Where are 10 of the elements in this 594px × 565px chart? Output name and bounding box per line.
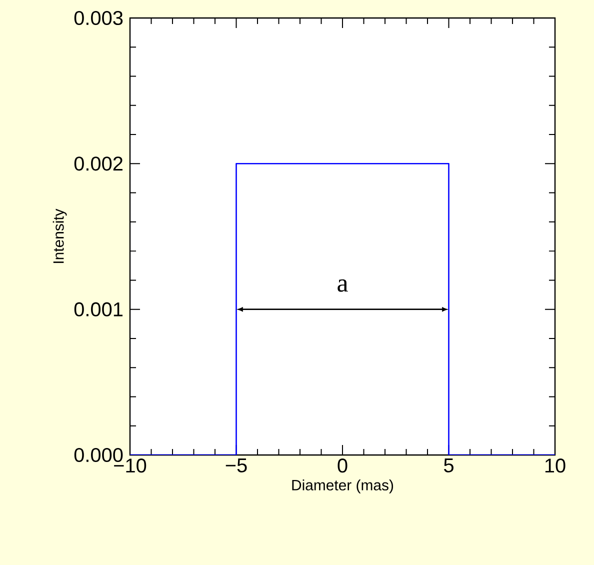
x-tick-label: 10 [545, 458, 566, 473]
y-tick-label: 0.001 [74, 302, 123, 316]
annotation: a [338, 279, 348, 292]
x-tick-label: 5 [444, 458, 454, 472]
x-tick-label: −5 [226, 458, 247, 472]
x-tick-label: 0 [338, 458, 348, 473]
y-axis-title: Intensity [52, 208, 67, 263]
y-tick-label: 0.002 [74, 156, 122, 171]
y-tick-label: 0.003 [74, 10, 123, 26]
x-axis-title: Diameter (mas) [292, 479, 394, 494]
